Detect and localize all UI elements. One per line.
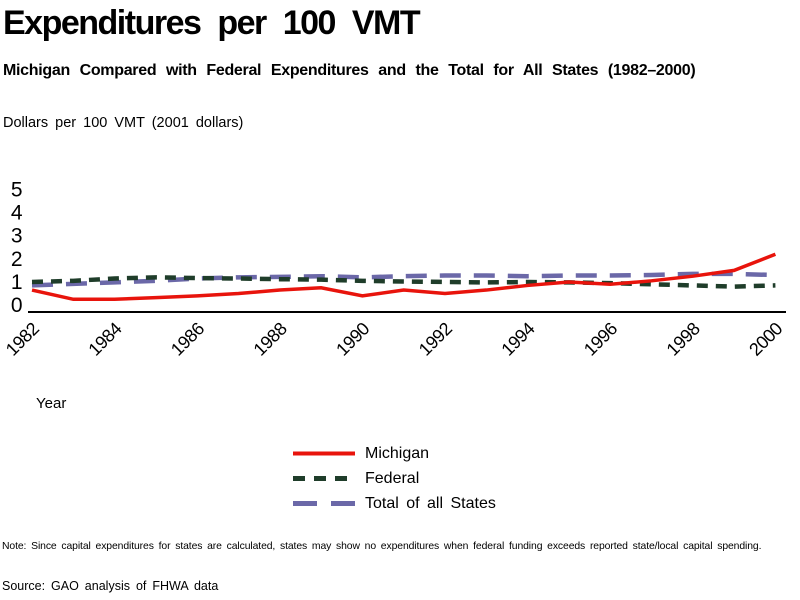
x-tick-1982: 1982 [2, 318, 43, 359]
y-tick-5: 5 [11, 179, 22, 202]
michigan-line-swatch [293, 451, 355, 456]
x-tick-2000: 2000 [745, 318, 786, 359]
y-axis-units-label: Dollars per 100 VMT (2001 dollars) [3, 115, 244, 131]
legend-label: Federal [365, 469, 420, 487]
page-title: Expenditures per 100 VMT [3, 4, 421, 42]
y-tick-3: 3 [11, 225, 22, 248]
page-subtitle: Michigan Compared with Federal Expenditu… [3, 62, 696, 79]
footnote: Note: Since capital expenditures for sta… [2, 541, 762, 552]
source-line: Source: GAO analysis of FHWA data [2, 579, 219, 593]
legend-item-total-of-all-states: Total of all States [293, 491, 496, 516]
x-tick-1996: 1996 [580, 318, 621, 359]
michigan-line [31, 252, 777, 302]
legend-item-michigan: Michigan [293, 441, 496, 466]
y-tick-2: 2 [11, 248, 22, 271]
legend-label: Total of all States [365, 494, 496, 512]
x-axis-tick-labels: 1982 1984 1986 1988 1990 1992 1994 1996 1998 2000 [2, 318, 787, 359]
x-tick-1984: 1984 [84, 318, 125, 359]
federal-line-swatch [293, 476, 355, 481]
legend-item-federal: Federal [293, 466, 496, 491]
total-of-all-states-line-swatch [293, 501, 355, 506]
x-tick-1992: 1992 [415, 318, 456, 359]
y-tick-1: 1 [11, 271, 22, 294]
legend-label: Michigan [365, 444, 430, 462]
y-tick-0: 0 [11, 294, 22, 317]
data-lines [31, 252, 777, 302]
x-tick-1990: 1990 [332, 318, 373, 359]
x-tick-1998: 1998 [663, 318, 704, 359]
x-axis-title: Year [36, 395, 67, 412]
y-tick-4: 4 [11, 202, 23, 225]
x-tick-1986: 1986 [167, 318, 208, 359]
federal-line [31, 275, 776, 289]
x-tick-1988: 1988 [250, 318, 291, 359]
legend: Michigan Federal Total of all States [293, 441, 496, 516]
x-tick-1994: 1994 [497, 318, 538, 359]
total-of-all-states-line [31, 271, 776, 288]
